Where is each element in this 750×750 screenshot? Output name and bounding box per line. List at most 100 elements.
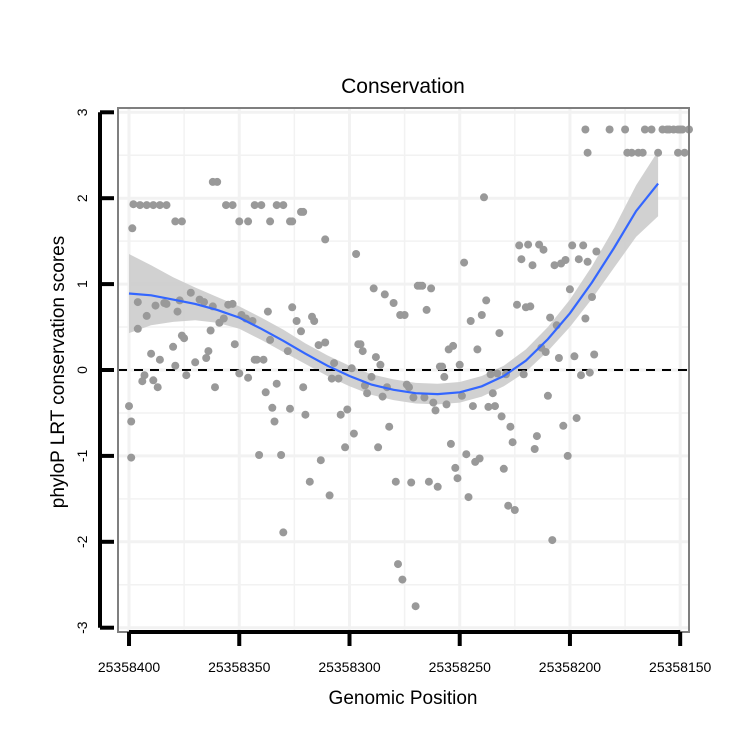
data-point bbox=[548, 536, 557, 545]
data-point bbox=[385, 422, 394, 431]
data-point bbox=[140, 371, 149, 380]
data-point bbox=[422, 305, 431, 314]
data-point bbox=[288, 217, 297, 226]
data-point bbox=[129, 200, 138, 209]
data-point bbox=[299, 207, 308, 216]
data-point bbox=[451, 463, 460, 472]
data-point bbox=[528, 261, 537, 270]
data-point bbox=[305, 477, 314, 486]
data-point bbox=[429, 398, 438, 407]
data-point bbox=[279, 528, 288, 537]
data-point bbox=[592, 247, 601, 256]
data-point bbox=[343, 405, 352, 414]
data-point bbox=[510, 506, 519, 514]
data-point bbox=[136, 201, 144, 210]
data-point bbox=[125, 402, 133, 411]
data-point bbox=[605, 125, 614, 134]
data-point bbox=[171, 361, 180, 370]
data-point bbox=[127, 453, 136, 462]
data-point bbox=[561, 256, 570, 264]
data-point bbox=[638, 148, 647, 157]
data-point bbox=[442, 400, 451, 409]
data-point bbox=[654, 148, 663, 157]
data-point bbox=[272, 201, 281, 210]
data-point bbox=[438, 362, 447, 371]
data-point bbox=[316, 456, 325, 465]
data-point bbox=[356, 340, 365, 349]
data-point bbox=[568, 241, 577, 250]
y-tick-label: 0 bbox=[74, 366, 90, 374]
data-point bbox=[266, 335, 275, 344]
data-point bbox=[519, 370, 528, 379]
data-point bbox=[407, 478, 416, 487]
y-axis-label: phyloP LRT conservation scores bbox=[48, 236, 69, 509]
data-point bbox=[200, 298, 208, 307]
data-point bbox=[263, 307, 272, 316]
data-point bbox=[433, 482, 442, 491]
data-point bbox=[581, 314, 590, 323]
smooth-line-group bbox=[128, 182, 659, 396]
y-tick-label: 2 bbox=[74, 194, 90, 202]
data-point bbox=[513, 300, 521, 309]
data-point bbox=[541, 348, 550, 356]
data-point bbox=[480, 193, 488, 202]
data-point bbox=[394, 560, 402, 569]
data-point bbox=[272, 379, 281, 388]
data-point bbox=[446, 439, 455, 448]
data-point bbox=[252, 355, 261, 364]
data-point bbox=[297, 327, 305, 336]
data-point bbox=[127, 417, 136, 426]
data-point bbox=[376, 360, 385, 369]
data-point bbox=[310, 317, 319, 325]
data-point bbox=[530, 445, 539, 453]
data-point bbox=[583, 148, 592, 157]
data-point bbox=[577, 371, 585, 380]
data-point bbox=[539, 245, 548, 254]
data-point bbox=[177, 217, 186, 226]
data-point bbox=[169, 342, 178, 351]
data-point bbox=[369, 284, 378, 293]
data-point bbox=[347, 364, 356, 373]
data-point bbox=[565, 285, 574, 294]
data-point bbox=[299, 383, 308, 392]
data-point bbox=[431, 406, 440, 415]
data-point bbox=[255, 451, 264, 459]
data-point bbox=[321, 338, 330, 347]
data-point bbox=[301, 410, 310, 419]
x-tick-label: 25358150 bbox=[649, 659, 712, 675]
data-point bbox=[138, 377, 147, 386]
data-point bbox=[499, 464, 508, 473]
data-point bbox=[579, 241, 588, 250]
data-point bbox=[508, 438, 517, 447]
data-point bbox=[674, 148, 682, 157]
data-point bbox=[266, 217, 275, 226]
data-point bbox=[155, 355, 164, 364]
data-point bbox=[133, 298, 142, 307]
data-point bbox=[206, 326, 215, 335]
data-point bbox=[464, 493, 473, 502]
smooth-line bbox=[128, 182, 659, 396]
data-point bbox=[391, 477, 400, 486]
data-point bbox=[477, 311, 486, 319]
data-point bbox=[588, 293, 596, 301]
data-point bbox=[462, 450, 471, 459]
data-point bbox=[427, 284, 436, 293]
data-point bbox=[162, 201, 171, 210]
data-point bbox=[497, 412, 506, 421]
data-point bbox=[244, 217, 253, 226]
data-point bbox=[244, 373, 253, 382]
data-point bbox=[336, 410, 345, 419]
data-point bbox=[250, 201, 259, 210]
x-tick-label: 25358300 bbox=[318, 659, 381, 675]
data-point bbox=[572, 414, 581, 423]
data-point bbox=[466, 317, 475, 325]
data-point bbox=[352, 250, 361, 258]
data-point bbox=[640, 125, 649, 134]
data-point bbox=[363, 389, 372, 398]
data-point bbox=[204, 347, 213, 356]
data-point bbox=[142, 201, 151, 210]
data-point bbox=[349, 429, 358, 438]
data-point bbox=[405, 383, 413, 392]
data-point bbox=[411, 602, 420, 611]
